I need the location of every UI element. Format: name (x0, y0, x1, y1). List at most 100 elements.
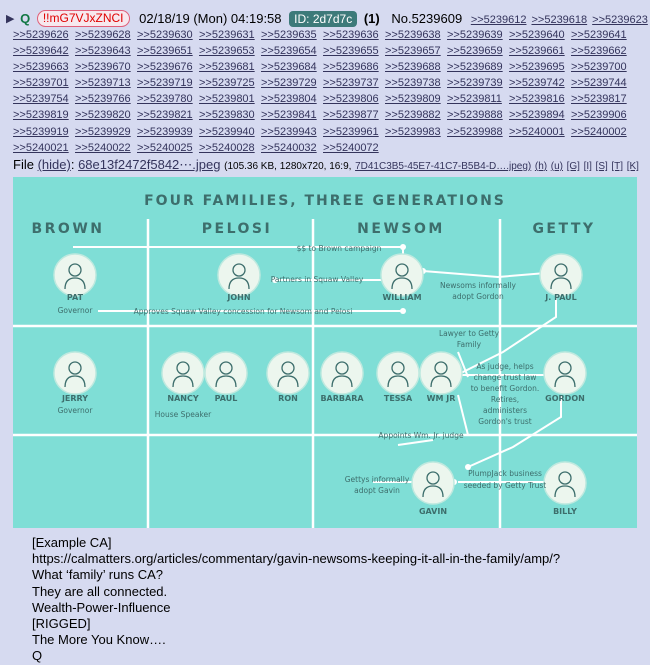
reply-link[interactable]: >>5239676 (137, 61, 193, 74)
reply-link[interactable]: >>5239636 (323, 29, 379, 41)
reply-link[interactable]: >>5239639 (447, 29, 503, 41)
woman-icon (335, 361, 349, 375)
reply-link[interactable]: >>5240028 (199, 141, 255, 154)
reply-link[interactable]: >>5239983 (385, 125, 441, 138)
reply-link[interactable]: >>5239684 (261, 61, 317, 74)
reply-link[interactable]: >>5239713 (75, 77, 131, 90)
reply-link[interactable]: >>5239643 (75, 45, 131, 58)
reply-link[interactable]: >>5239612 (470, 13, 527, 26)
reply-link[interactable]: >>5239628 (75, 29, 131, 41)
post-number-link[interactable]: No.5239609 (391, 11, 463, 27)
file-info: File (hide): 68e13f2472f5842⋯.jpeg (105.… (13, 157, 639, 172)
reply-link[interactable]: >>5239630 (137, 29, 193, 41)
reply-link[interactable]: >>5239817 (571, 93, 627, 106)
portrait-circle (53, 351, 97, 395)
reply-link[interactable]: >>5239804 (261, 93, 317, 106)
reply-link[interactable]: >>5239801 (199, 93, 255, 106)
reply-link[interactable]: >>5239719 (137, 77, 193, 90)
reply-link[interactable]: >>5239809 (385, 93, 441, 106)
post-menu-arrow-icon[interactable]: ▶ (6, 13, 15, 26)
reply-link[interactable]: >>5239943 (261, 125, 317, 138)
image-search-link-t[interactable]: [T] (611, 161, 624, 172)
reply-link[interactable]: >>5239659 (447, 45, 503, 58)
reply-link[interactable]: >>5239841 (261, 109, 317, 122)
reply-link[interactable]: >>5240032 (261, 141, 317, 154)
reply-link[interactable]: >>5239737 (323, 77, 379, 90)
reply-link[interactable]: >>5239631 (199, 29, 255, 41)
reply-link[interactable]: >>5239877 (323, 109, 379, 122)
file-name-link[interactable]: 68e13f2472f5842⋯.jpeg (78, 157, 221, 172)
reply-link[interactable]: >>5239640 (509, 29, 565, 41)
reply-link[interactable]: >>5239821 (137, 109, 193, 122)
reply-link[interactable]: >>5239689 (447, 61, 503, 74)
reply-link[interactable]: >>5239700 (571, 61, 627, 74)
reply-link[interactable]: >>5240025 (137, 141, 193, 154)
image-search-link-s[interactable]: [S] (595, 161, 608, 172)
reply-link[interactable]: >>5239725 (199, 77, 255, 90)
reply-link[interactable]: >>5239681 (199, 61, 255, 74)
reply-link[interactable]: >>5240021 (13, 141, 69, 154)
reply-link[interactable]: >>5239686 (323, 61, 379, 74)
hide-file-link[interactable]: (hide) (37, 157, 71, 172)
reply-link[interactable]: >>5239739 (447, 77, 503, 90)
image-search-link-g[interactable]: [G] (566, 161, 580, 172)
reply-link[interactable]: >>5239662 (571, 45, 627, 58)
reply-link[interactable]: >>5239670 (75, 61, 131, 74)
reply-link[interactable]: >>5240002 (571, 125, 627, 138)
reply-link[interactable]: >>5239701 (13, 77, 69, 90)
reply-link[interactable]: >>5239988 (447, 125, 503, 138)
person-name: NANCY (167, 394, 198, 403)
reply-link[interactable]: >>5239929 (75, 125, 131, 138)
reply-link[interactable]: >>5239894 (509, 109, 565, 122)
reply-link[interactable]: >>5239940 (199, 125, 255, 138)
portrait-circle (161, 351, 205, 395)
original-filename-link[interactable]: 7D41C3B5-45E7-41C7-B5B4-D….jpeg) (355, 161, 532, 172)
reply-link[interactable]: >>5239654 (261, 45, 317, 58)
reply-link[interactable]: >>5239961 (323, 125, 379, 138)
reply-link[interactable]: >>5239688 (385, 61, 441, 74)
reply-link[interactable]: >>5239626 (13, 29, 69, 41)
reply-link[interactable]: >>5239729 (261, 77, 317, 90)
reply-link[interactable]: >>5239661 (509, 45, 565, 58)
reply-link[interactable]: >>5239780 (137, 93, 193, 106)
image-search-link-i[interactable]: [I] (583, 161, 592, 172)
reply-link[interactable]: >>5239641 (571, 29, 627, 41)
reply-link[interactable]: >>5239635 (261, 29, 317, 41)
reply-link[interactable]: >>5239806 (323, 93, 379, 106)
reply-link[interactable]: >>5239653 (199, 45, 255, 58)
reply-link[interactable]: >>5239642 (13, 45, 69, 58)
reply-link[interactable]: >>5239623 (592, 13, 648, 26)
connection-note: Partners in Squaw Valley (271, 275, 364, 284)
reply-link[interactable]: >>5240072 (323, 141, 379, 154)
reply-link[interactable]: >>5239651 (137, 45, 193, 58)
reply-link[interactable]: >>5239816 (509, 93, 565, 106)
reply-link[interactable]: >>5239888 (447, 109, 503, 122)
image-search-link-h[interactable]: (h) (534, 161, 548, 172)
post-image[interactable]: FOUR FAMILIES, THREE GENERATIONS BROWN PEL… (13, 177, 637, 528)
reply-link[interactable]: >>5239744 (571, 77, 627, 90)
reply-link[interactable]: >>5239919 (13, 125, 69, 138)
reply-link[interactable]: >>5240001 (509, 125, 565, 138)
reply-link[interactable]: >>5239655 (323, 45, 379, 58)
reply-link[interactable]: >>5239766 (75, 93, 131, 106)
reply-link[interactable]: >>5239819 (13, 109, 69, 122)
reply-link[interactable]: >>5239657 (385, 45, 441, 58)
reply-link[interactable]: >>5239742 (509, 77, 565, 90)
reply-link[interactable]: >>5239882 (385, 109, 441, 122)
reply-link[interactable]: >>5239663 (13, 61, 69, 74)
reply-link[interactable]: >>5239906 (571, 109, 627, 122)
reply-link[interactable]: >>5239754 (13, 93, 69, 106)
reply-link[interactable]: >>5239618 (531, 13, 588, 26)
reply-link[interactable]: >>5240022 (75, 141, 131, 154)
reply-link[interactable]: >>5239811 (447, 93, 502, 106)
reply-link[interactable]: >>5239939 (137, 125, 193, 138)
poster-id-badge[interactable]: ID: 2d7d7c (289, 10, 358, 27)
reply-link[interactable]: >>5239738 (385, 77, 441, 90)
reply-link[interactable]: >>5239695 (509, 61, 565, 74)
reply-link[interactable]: >>5239830 (199, 109, 255, 122)
portrait-circle (376, 351, 420, 395)
image-search-link-u[interactable]: (u) (550, 161, 563, 172)
reply-link[interactable]: >>5239638 (385, 29, 441, 41)
reply-link[interactable]: >>5239820 (75, 109, 131, 122)
image-search-link-k[interactable]: [K] (626, 161, 639, 172)
